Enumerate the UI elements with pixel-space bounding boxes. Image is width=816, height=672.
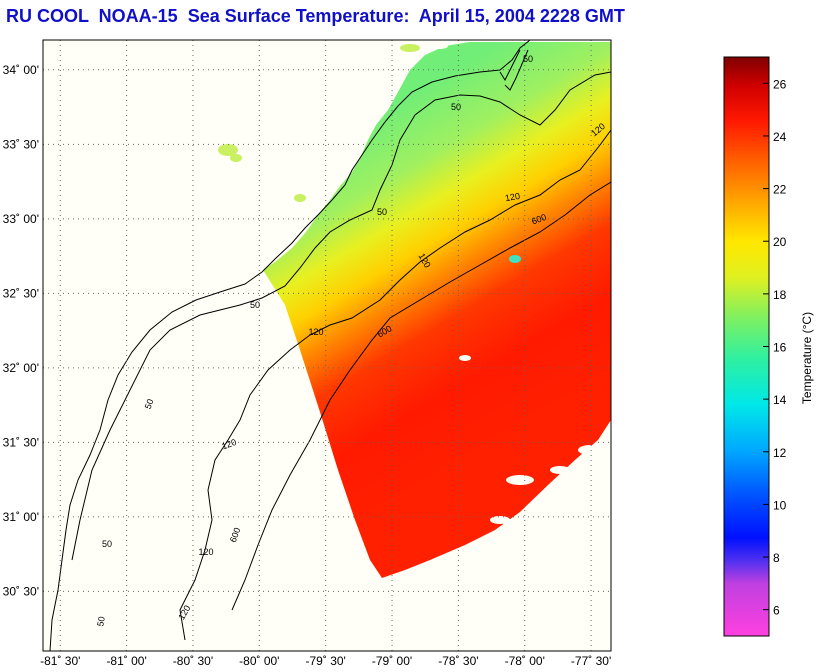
isobath-label: 50	[95, 616, 107, 628]
longitude-tick-label: -77˚ 30'	[571, 654, 611, 668]
colorbar-tick-label: 18	[773, 288, 787, 302]
colorbar-tick-label: 20	[773, 235, 787, 249]
colorbar-tick-label: 6	[773, 604, 780, 618]
sst-speckle	[218, 144, 238, 156]
lat-lon-grid	[43, 40, 611, 651]
colorbar-tick-label: 22	[773, 183, 787, 197]
isobath-label: 600	[530, 212, 548, 227]
coastline-estuary	[499, 49, 529, 91]
sst-speckle	[490, 516, 510, 524]
isobath-label: 50	[451, 102, 461, 112]
longitude-tick-label: -79˚ 00'	[372, 654, 412, 668]
colorbar-tick-label: 26	[773, 77, 787, 91]
sst-speckle	[509, 255, 521, 263]
isobath-120	[179, 129, 611, 641]
sst-swath	[263, 42, 611, 578]
colorbar-ticks: 6 8 10 12 14 16 18 20 22 24 26	[763, 77, 787, 618]
isobath-label: 50	[102, 539, 112, 549]
sst-speckle	[550, 466, 570, 474]
colorbar-tick-label: 12	[773, 446, 787, 460]
longitude-tick-label: -80˚ 30'	[173, 654, 213, 668]
isobath-label: 50	[250, 300, 260, 310]
isobath-600	[231, 181, 611, 611]
isobath-label: 120	[220, 437, 238, 452]
map-frame	[42, 39, 612, 652]
colorbar-label: Temperature (°C)	[800, 312, 814, 404]
longitude-tick-label: -81˚ 00'	[106, 654, 146, 668]
sst-speckle	[578, 445, 602, 455]
map-title: RU COOL NOAA-15 Sea Surface Temperature:…	[6, 6, 625, 26]
sst-speckle	[506, 475, 534, 485]
longitude-tick-label: -78˚ 00'	[505, 654, 545, 668]
latitude-tick-label: 31˚ 30'	[3, 435, 39, 449]
isobath-label: 50	[143, 398, 156, 411]
isobath-label: 120	[504, 191, 521, 203]
longitude-tick-label: -81˚ 30'	[40, 654, 80, 668]
isobath-label: 50	[523, 54, 533, 64]
colorbar-tick-label: 16	[773, 341, 787, 355]
latitude-tick-label: 30˚ 30'	[3, 584, 39, 598]
latitude-tick-label: 33˚ 30'	[3, 137, 39, 151]
sst-speckle	[230, 154, 242, 162]
latitude-tick-label: 32˚ 00'	[3, 361, 39, 375]
longitude-tick-label: -79˚ 30'	[306, 654, 346, 668]
sst-speckle	[432, 43, 448, 49]
sst-speckle	[459, 355, 471, 361]
longitude-tick-label: -78˚ 30'	[438, 654, 478, 668]
isobath-label: 50	[377, 207, 387, 217]
sst-speckles	[218, 43, 602, 524]
colorbar-tick-label: 10	[773, 498, 787, 512]
isobath-label: 600	[228, 526, 243, 544]
latitude-tick-label: 31˚ 00'	[3, 510, 39, 524]
latitude-tick-label: 34˚ 00'	[3, 63, 39, 77]
colorbar	[723, 56, 770, 637]
colorbar-tick-label: 14	[773, 393, 787, 407]
coastline	[49, 40, 531, 651]
longitude-labels: -81˚ 30' -81˚ 00' -80˚ 30' -80˚ 00' -79˚ 30'…	[40, 654, 611, 668]
isobath-50	[71, 71, 611, 561]
latitude-labels: 34˚ 00' 33˚ 30' 33˚ 00' 32˚ 30' 32˚ 00' 31˚ 3…	[3, 63, 39, 599]
latitude-tick-label: 32˚ 30'	[3, 286, 39, 300]
isobath-label: 120	[198, 547, 213, 557]
colorbar-tick-label: 24	[773, 130, 787, 144]
isobath-labels: 5050505050505012012012012012012012060060…	[95, 54, 607, 627]
colorbar-tick-label: 8	[773, 551, 780, 565]
sst-speckle	[294, 194, 306, 202]
sst-speckle	[400, 44, 420, 52]
sst-speckle	[552, 497, 568, 503]
longitude-tick-label: -80˚ 00'	[239, 654, 279, 668]
isobath-label: 120	[308, 327, 323, 337]
latitude-tick-label: 33˚ 00'	[3, 212, 39, 226]
